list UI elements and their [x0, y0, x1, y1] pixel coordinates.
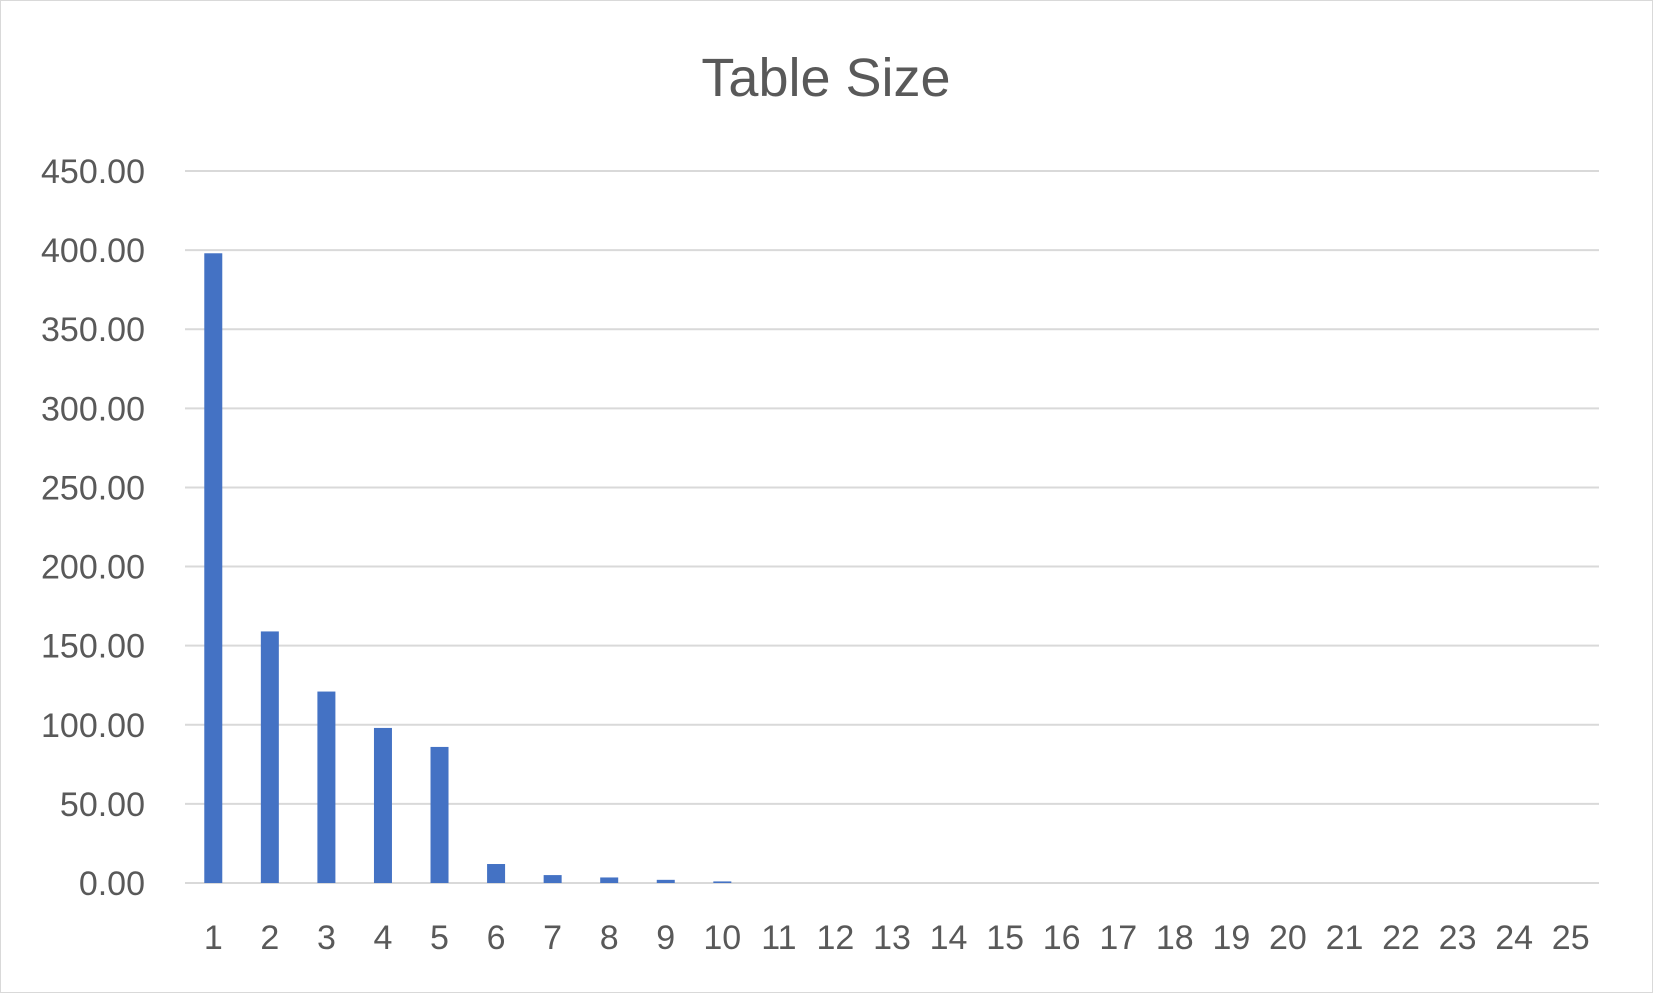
- x-tick-label: 15: [986, 919, 1024, 957]
- y-tick-label: 300.00: [41, 390, 145, 428]
- bar-3: [317, 691, 336, 883]
- bar-4: [373, 727, 392, 883]
- y-tick-label: 350.00: [41, 311, 145, 349]
- x-tick-label: 2: [260, 919, 279, 957]
- bar-6: [487, 864, 506, 883]
- x-tick-label: 7: [543, 919, 562, 957]
- gridlines: [185, 170, 1599, 884]
- x-tick-label: 9: [656, 919, 675, 957]
- y-tick-label: 150.00: [41, 628, 145, 666]
- bar-5: [430, 746, 449, 883]
- x-tick-label: 6: [487, 919, 506, 957]
- y-tick-label: 200.00: [41, 549, 145, 587]
- x-tick-label: 22: [1382, 919, 1420, 957]
- x-tick-label: 16: [1043, 919, 1081, 957]
- bar-7: [543, 875, 562, 883]
- y-tick-label: 400.00: [41, 232, 145, 270]
- x-tick-label: 25: [1552, 919, 1590, 957]
- x-axis-tick-labels: 1 2 3 4 5 6 7 8 9 10 11 12 13 14 15 16 17 18 19 20 21 22 23 24 2…: [204, 919, 1590, 957]
- bar-2: [260, 631, 279, 883]
- x-tick-label: 14: [930, 919, 968, 957]
- y-axis-tick-labels: 0.00 50.00 100.00 150.00 200.00 250.00 300.00 3…: [41, 153, 145, 903]
- bar-8: [600, 877, 619, 883]
- x-tick-label: 4: [373, 919, 392, 957]
- y-tick-label: 100.00: [41, 707, 145, 745]
- x-tick-label: 19: [1212, 919, 1250, 957]
- x-tick-label: 5: [430, 919, 449, 957]
- y-tick-label: 450.00: [41, 153, 145, 191]
- x-tick-label: 17: [1099, 919, 1137, 957]
- x-tick-label: 21: [1326, 919, 1364, 957]
- x-tick-label: 24: [1495, 919, 1533, 957]
- y-tick-label: 250.00: [41, 469, 145, 507]
- bar-9: [656, 879, 675, 883]
- x-tick-label: 18: [1156, 919, 1194, 957]
- x-tick-label: 12: [817, 919, 855, 957]
- bar-10: [713, 881, 732, 883]
- x-tick-label: 10: [703, 919, 741, 957]
- y-tick-label: 50.00: [60, 786, 145, 824]
- bars: [204, 253, 732, 883]
- x-tick-label: 13: [873, 919, 911, 957]
- x-tick-label: 3: [317, 919, 336, 957]
- x-tick-label: 8: [600, 919, 619, 957]
- chart-title: Table Size: [701, 48, 950, 108]
- bar-1: [204, 253, 223, 883]
- y-tick-label: 0.00: [79, 865, 145, 903]
- x-tick-label: 11: [761, 919, 796, 957]
- x-tick-label: 23: [1439, 919, 1477, 957]
- x-tick-label: 20: [1269, 919, 1307, 957]
- x-tick-label: 1: [204, 919, 223, 957]
